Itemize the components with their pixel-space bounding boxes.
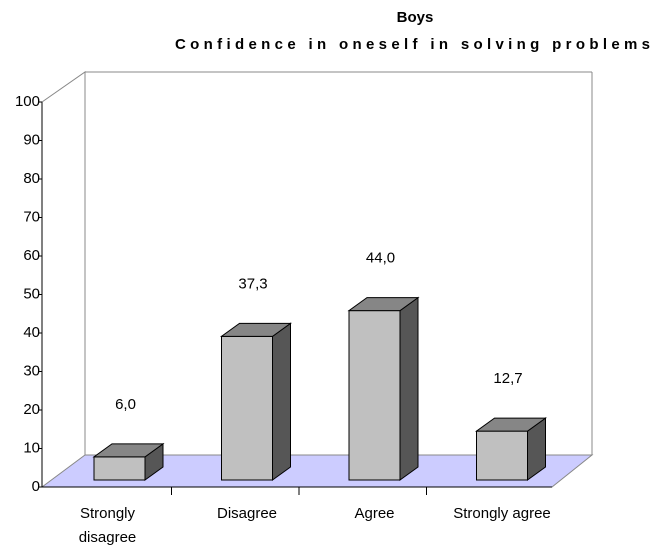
x-tick-label: Disagree — [216, 505, 278, 522]
y-tick-label: 100 — [15, 93, 40, 110]
y-tick-label: 60 — [23, 247, 40, 264]
value-label: 6,0 — [115, 396, 136, 413]
x-tick-label: Strongly agree — [453, 505, 551, 522]
bar — [474, 417, 548, 481]
bar-side — [272, 322, 291, 481]
bar-top — [92, 443, 165, 458]
chart-subtitle: Confidence in oneself in solving problem… — [175, 36, 650, 53]
y-tick-label: 70 — [23, 208, 40, 225]
y-tick-label: 80 — [23, 170, 40, 187]
y-tick-label: 40 — [23, 324, 40, 341]
value-label: 12,7 — [493, 370, 522, 387]
value-label: 44,0 — [366, 250, 395, 267]
chart-title: Boys — [397, 9, 434, 26]
y-tick-label: 0 — [32, 478, 40, 495]
y-tick-label: 10 — [23, 439, 40, 456]
bar-front — [93, 456, 146, 481]
x-tick-label: Strongly disagree — [78, 505, 137, 546]
value-label: 37,3 — [238, 275, 267, 292]
bar — [347, 296, 420, 481]
y-tick-label: 20 — [23, 401, 40, 418]
y-tick-label: 50 — [23, 285, 40, 302]
bar — [92, 442, 165, 481]
back-wall — [41, 71, 86, 487]
bar-front — [476, 430, 528, 481]
bar-front — [221, 335, 273, 481]
bar-top — [347, 297, 420, 312]
bar-top — [474, 417, 548, 432]
x-tick-label: Agree — [354, 505, 395, 522]
bar — [219, 322, 293, 481]
y-tick-label: 90 — [23, 131, 40, 148]
bar-front — [348, 310, 401, 481]
bar-side — [399, 296, 419, 481]
y-tick-label: 30 — [23, 362, 40, 379]
bar-top — [219, 322, 293, 337]
